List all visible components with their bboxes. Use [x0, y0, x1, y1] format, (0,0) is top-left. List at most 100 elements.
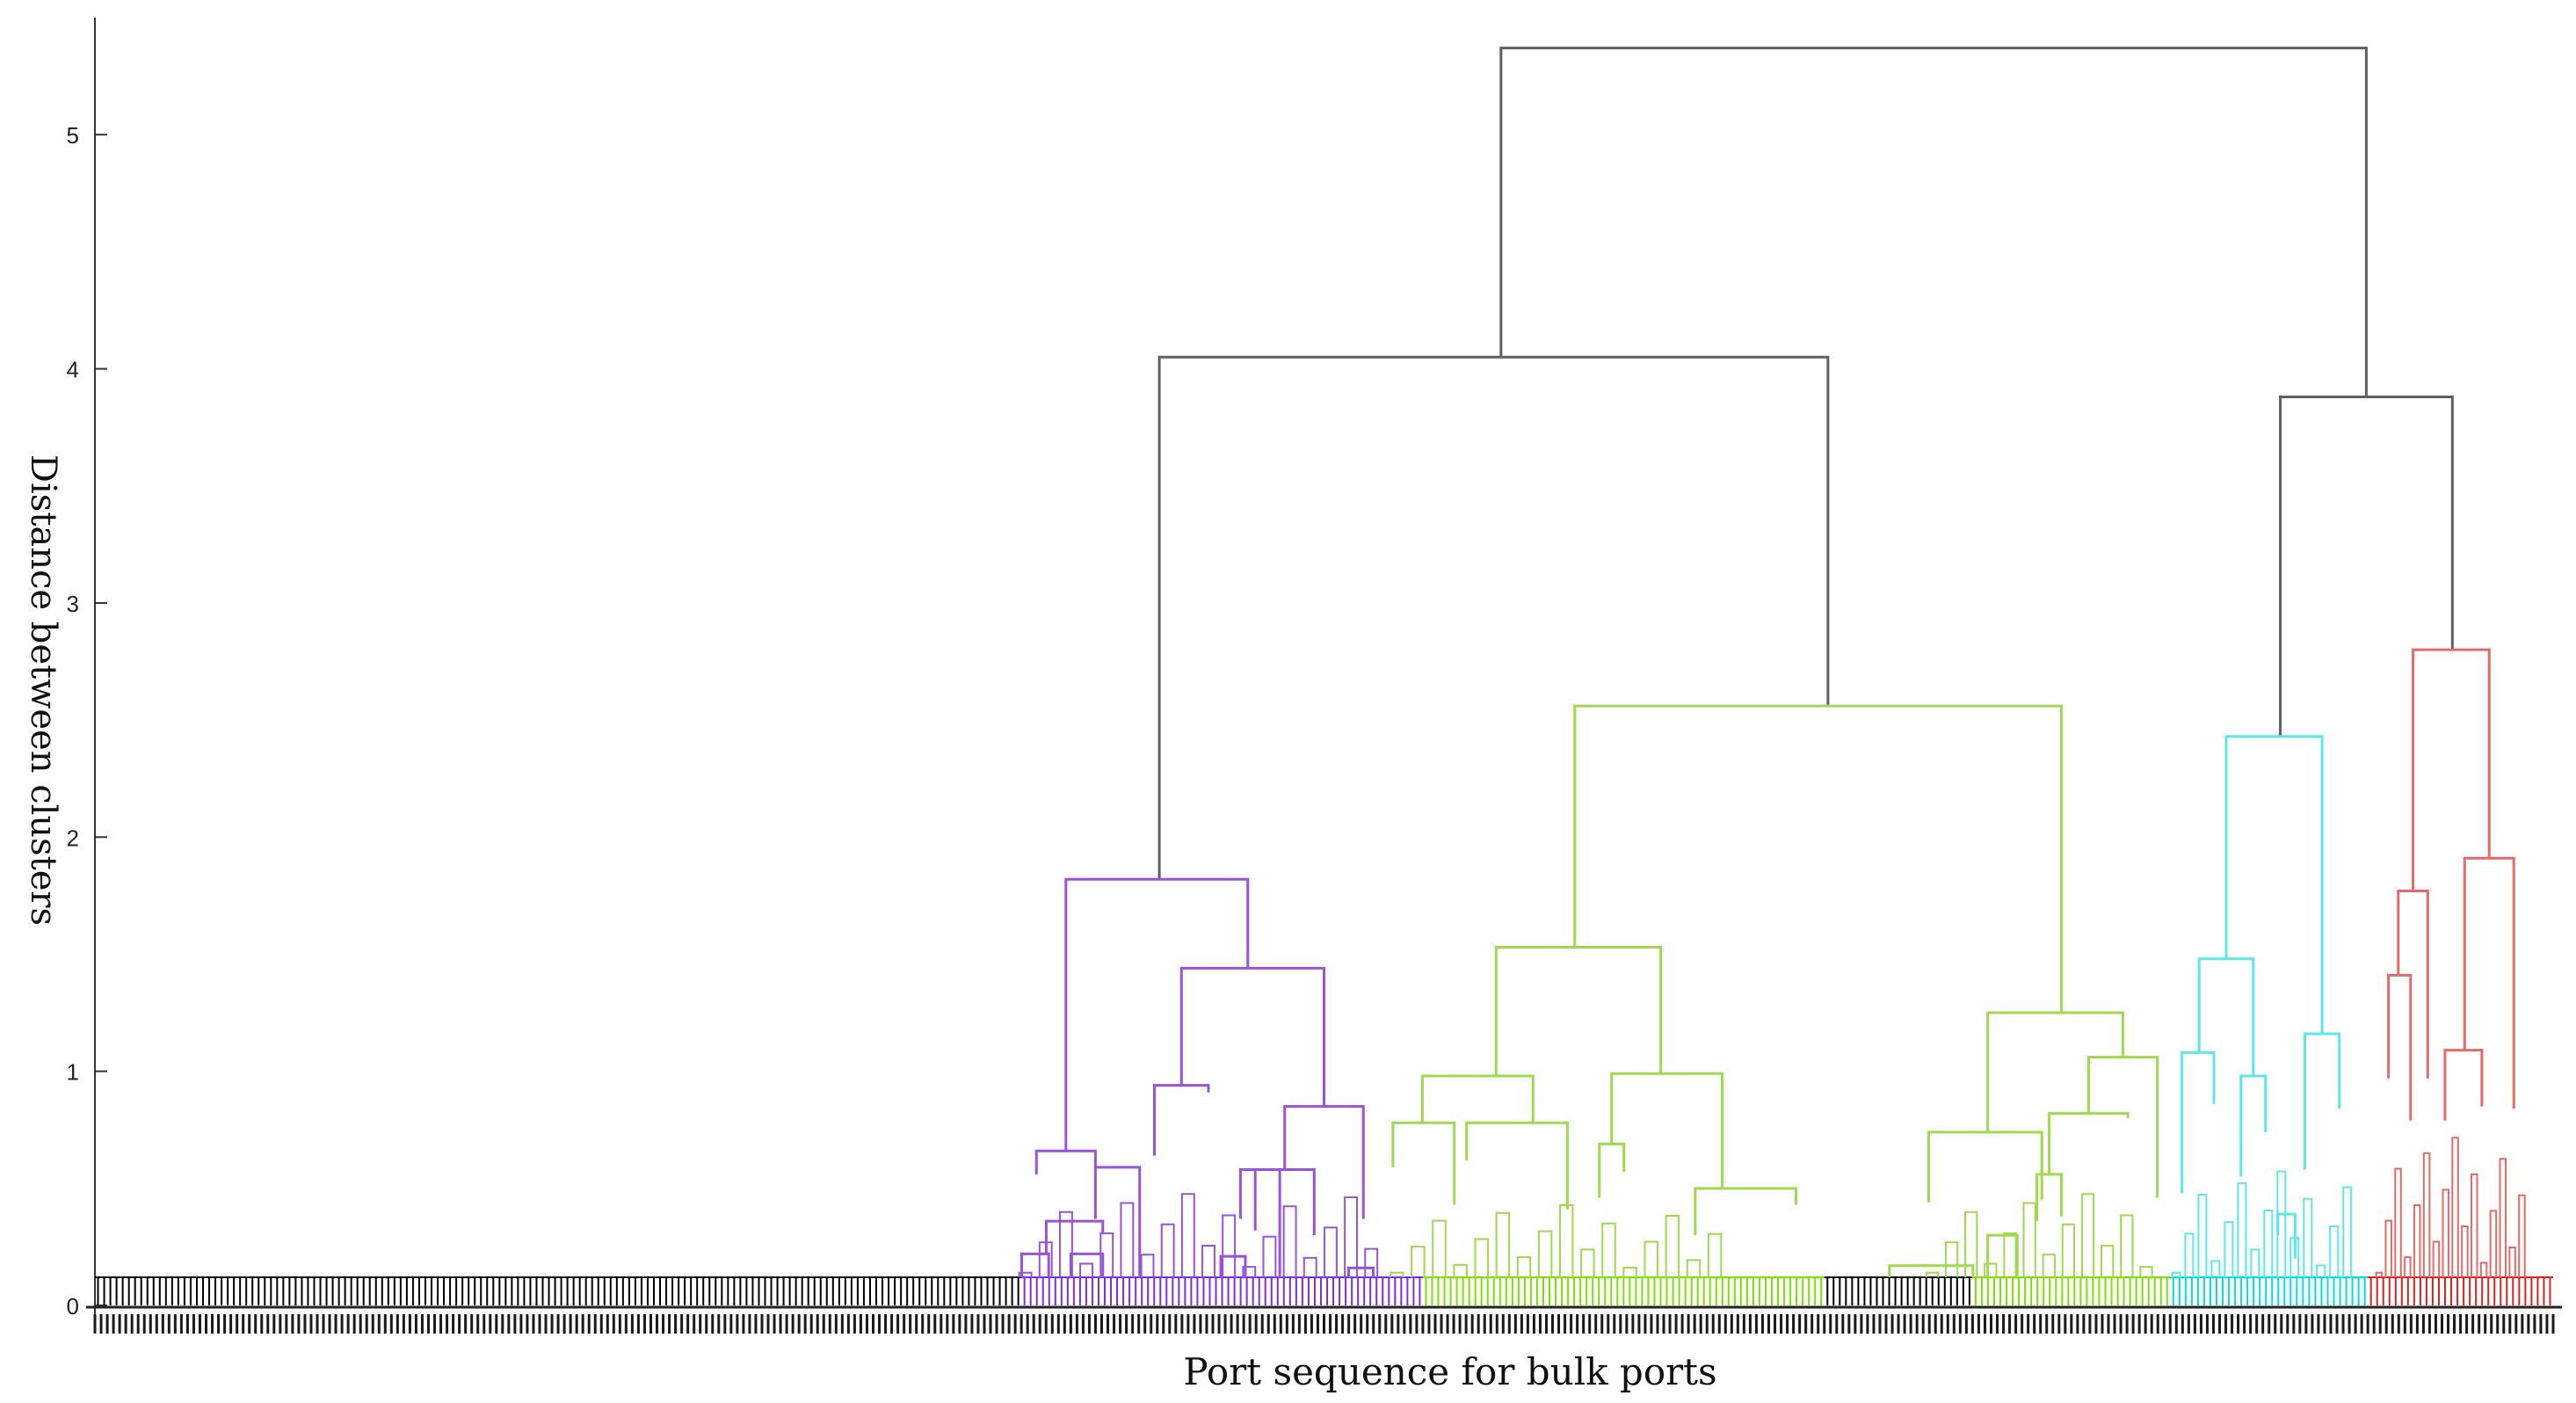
y-tick-label: 2: [67, 825, 79, 851]
dendrogram-link: [2316, 1264, 2326, 1278]
dendrogram-link: [1262, 1235, 1277, 1278]
dendrogram-link: [1925, 1271, 1940, 1278]
dendrogram-links: [1018, 47, 2526, 1278]
dendrogram-link: [1044, 1219, 1105, 1254]
dendrogram-link: [1694, 1187, 1798, 1236]
dendrogram-link: [1364, 1247, 1379, 1278]
dendrogram-link: [1888, 1264, 1975, 1278]
dendrogram-link: [2342, 1186, 2353, 1278]
dendrogram-link: [1242, 1266, 1257, 1278]
dendrogram-link: [2451, 1137, 2459, 1278]
dendrogram-link: [2432, 1240, 2441, 1278]
y-tick-label: 1: [67, 1059, 79, 1086]
dendrogram-link: [1020, 1252, 1050, 1278]
y-tick-label: 5: [67, 122, 79, 149]
dendrogram-link: [1346, 1266, 1375, 1278]
dendrogram-link: [2412, 648, 2491, 891]
dendrogram-link: [1944, 1241, 1959, 1278]
dendrogram-link: [1153, 1084, 1210, 1156]
dendrogram-link: [2022, 1202, 2036, 1278]
dendrogram-link: [1665, 1214, 1680, 1278]
dendrogram-link: [2048, 1112, 2130, 1174]
dendrogram-link: [2276, 1212, 2297, 1259]
dendrogram-link: [1018, 1271, 1033, 1278]
dendrogram-link: [2329, 1225, 2340, 1278]
dendrogram-link: [1157, 355, 1830, 880]
leaf-group-cyan: [2170, 1276, 2369, 1305]
dendrogram-link: [1391, 1121, 1456, 1205]
dendrogram-link: [2210, 1260, 2221, 1278]
dendrogram-link: [1610, 1072, 1724, 1189]
dendrogram-link: [2304, 1032, 2341, 1170]
dendrogram-link: [1219, 1254, 1247, 1278]
y-tick-label: 0: [67, 1293, 79, 1319]
dendrogram-link: [1516, 1256, 1532, 1278]
dendrogram-link: [2250, 1248, 2260, 1278]
dendrogram-link: [2197, 1194, 2208, 1278]
dendrogram-link: [1494, 945, 1663, 1076]
dendrogram-link: [2237, 1181, 2247, 1278]
dendrogram-link: [1093, 1166, 1142, 1278]
dendrogram-link: [2384, 1219, 2392, 1278]
y-axis-label: Distance between clusters: [23, 454, 63, 926]
leaf-group-red: [2368, 1276, 2553, 1305]
dendrogram-link: [1598, 1142, 1626, 1198]
dendrogram-link: [2184, 1232, 2195, 1278]
leaf-group-green-a: [1422, 1276, 1825, 1305]
dendrogram-link: [2224, 735, 2324, 1035]
dendrogram-link: [1964, 1210, 1978, 1278]
dendrogram-link: [2224, 1221, 2234, 1278]
dendrogram-link: [1238, 1168, 1281, 1278]
dendrogram-link: [2042, 1254, 2056, 1278]
dendrogram-link: [1474, 1238, 1489, 1278]
dendrogram-link: [2413, 1204, 2421, 1278]
dendrogram-link: [2263, 1209, 2274, 1278]
dendrogram-link: [2394, 1167, 2402, 1278]
dendrogram-link: [2387, 973, 2413, 1121]
dendrogram-link: [1120, 1202, 1135, 1278]
dendrogram-link: [2404, 1256, 2412, 1278]
leaf-baseline: [95, 1276, 2553, 1305]
dendrogram-link: [1079, 1262, 1094, 1278]
dendrogram-link: [2289, 1237, 2300, 1278]
dendrogram-link: [2120, 1214, 2134, 1278]
dendrogram-link: [2061, 1223, 2076, 1278]
dendrogram-link: [2422, 1152, 2431, 1278]
leaf-group-green-b: [1972, 1276, 2171, 1305]
dendrogram-link: [2489, 1210, 2498, 1278]
dendrogram-link: [1984, 1262, 1998, 1278]
dendrogram-link: [2461, 1225, 2469, 1278]
dendrogram-link: [1303, 1256, 1317, 1278]
dendrogram-link: [1986, 1233, 2019, 1278]
dendrogram-link: [1453, 1263, 1468, 1278]
dendrogram-link: [2463, 856, 2515, 1109]
dendrogram-link: [1573, 704, 2064, 1014]
dendrogram-link: [1432, 1219, 1447, 1278]
dendrogram-link: [1495, 1211, 1511, 1278]
dendrogram-link: [1499, 47, 2368, 397]
dendrogram-link: [1140, 1254, 1155, 1278]
y-tick-label: 3: [67, 591, 79, 617]
dendrogram-link: [1099, 1232, 1114, 1278]
dendrogram-link: [2197, 957, 2255, 1076]
dendrogram-link: [2518, 1194, 2526, 1278]
dendrogram-link: [2479, 1261, 2488, 1278]
dendrogram-link: [1986, 1011, 2125, 1132]
dendrogram-link: [1283, 1105, 1365, 1219]
dendrogram-link: [1707, 1232, 1723, 1278]
dendrogram-link: [1179, 966, 1325, 1107]
dendrogram-link: [2499, 1158, 2507, 1278]
dendrogram-link: [1580, 1248, 1595, 1278]
leaf-group-black-mid: [1824, 1276, 1973, 1305]
y-tick-label: 4: [67, 357, 79, 383]
dendrogram-link: [2279, 396, 2454, 737]
dendrogram-link: [1390, 1271, 1404, 1278]
dendrogram-link: [2397, 890, 2429, 1079]
dendrogram-link: [1222, 1214, 1237, 1278]
dendrogram-link: [1601, 1222, 1616, 1278]
dendrogram-link: [2003, 1232, 2017, 1278]
y-axis: 0 1 2 3 4 5: [67, 18, 107, 1323]
x-axis: [86, 1305, 2562, 1334]
